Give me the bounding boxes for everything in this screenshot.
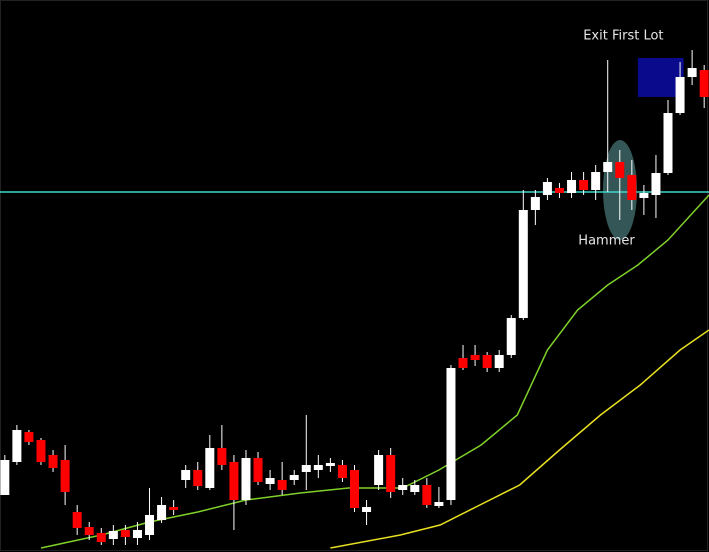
- candle-body: [567, 180, 577, 193]
- candle-body: [313, 465, 323, 470]
- candle-body: [181, 470, 191, 480]
- candle-body: [96, 533, 106, 542]
- candle-body: [350, 470, 359, 508]
- candle-body: [398, 485, 408, 490]
- candle-body: [530, 197, 540, 210]
- candle-body: [132, 530, 142, 538]
- candle-body: [627, 175, 637, 200]
- candle-body: [362, 507, 372, 512]
- candle-body: [169, 507, 179, 510]
- candle-body: [651, 173, 661, 195]
- candle-body: [0, 460, 10, 495]
- candle-body: [72, 512, 82, 528]
- candle-body: [277, 480, 287, 490]
- candle-body: [145, 515, 155, 535]
- candle-body: [325, 463, 335, 466]
- candle-body: [506, 318, 516, 355]
- candle-body: [24, 432, 34, 442]
- candle-body: [386, 455, 396, 492]
- candle-body: [446, 368, 456, 500]
- candle-body: [12, 430, 22, 462]
- candle-body: [434, 502, 444, 506]
- candle-body: [579, 180, 589, 190]
- candle-body: [615, 162, 625, 178]
- candle-body: [675, 77, 685, 113]
- candle-body: [518, 210, 528, 318]
- candle-body: [482, 355, 492, 368]
- candle-body: [157, 505, 167, 520]
- candle-body: [458, 358, 468, 368]
- candle-body: [253, 458, 263, 482]
- candle-body: [699, 70, 709, 97]
- candle-body: [422, 485, 432, 505]
- candle-body: [229, 462, 239, 500]
- candle-body: [265, 478, 275, 484]
- candle-body: [470, 355, 480, 360]
- candle-body: [205, 448, 215, 488]
- candle-body: [241, 458, 251, 500]
- candle-body: [36, 440, 46, 462]
- candle-body: [120, 530, 130, 537]
- candle-body: [663, 113, 673, 173]
- candle-body: [542, 182, 552, 195]
- candle-body: [289, 475, 299, 480]
- candle-body: [60, 460, 70, 492]
- candle-body: [84, 527, 94, 535]
- candle-body: [410, 485, 420, 492]
- candle-body: [639, 193, 649, 198]
- moving-average: [330, 329, 709, 549]
- candle-body: [494, 355, 504, 368]
- candle-body: [337, 465, 347, 478]
- candle-body: [48, 455, 58, 468]
- candle-body: [301, 465, 311, 472]
- candle-body: [687, 68, 697, 77]
- candle-body: [554, 188, 564, 193]
- candle-body: [591, 172, 601, 190]
- candle-body: [217, 448, 227, 465]
- candle-body: [193, 470, 203, 486]
- annotation: Exit First Lot: [583, 29, 663, 44]
- candle-body: [108, 531, 118, 539]
- moving-average: [40, 194, 709, 549]
- candle-body: [374, 455, 384, 485]
- candle-body: [603, 162, 613, 172]
- annotation: Hammer: [578, 234, 635, 249]
